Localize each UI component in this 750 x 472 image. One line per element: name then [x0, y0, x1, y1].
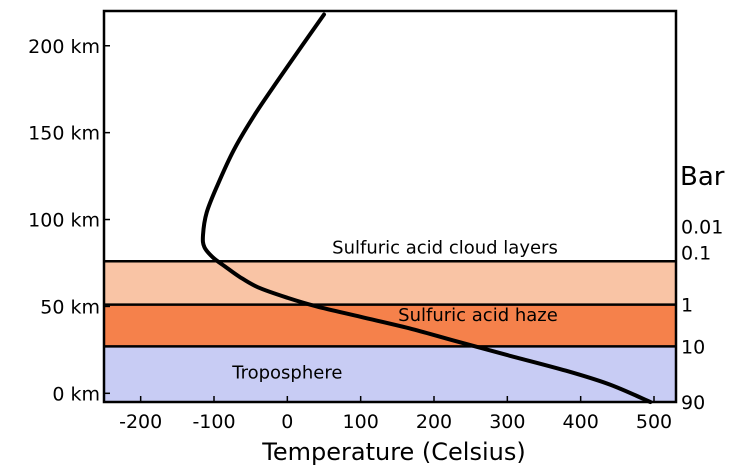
x-tick-label-3: 100	[343, 411, 379, 433]
y-tick-label-0: 0 km	[52, 383, 100, 405]
layer-bands	[104, 261, 676, 402]
x-tick-label-7: 500	[636, 411, 672, 433]
annotation-1: Sulfuric acid haze	[398, 305, 558, 326]
temperature-curve-0	[200, 12, 653, 404]
layer-band-0	[104, 346, 676, 402]
plot-frame	[102, 9, 678, 404]
pressure-tick-label-0: 0.01	[681, 216, 723, 238]
x-tick-label-0: -200	[119, 411, 162, 433]
layer-band-2	[104, 261, 676, 305]
annotation-0: Sulfuric acid cloud layers	[332, 237, 558, 258]
pressure-tick-label-3: 10	[681, 336, 705, 358]
y-axis-ticks: 0 km 50 km 100 km 150 km 200 km	[28, 36, 110, 405]
temperature-profile	[200, 12, 653, 404]
x-axis-ticks: -200 -100 0 100 200 300 400 500	[119, 396, 672, 433]
pressure-axis-ticks: 0.01 0.1 1 10 90	[681, 216, 723, 414]
y-tick-label-1: 50 km	[40, 296, 100, 318]
y-tick-label-4: 200 km	[28, 36, 100, 58]
x-tick-label-6: 400	[563, 411, 599, 433]
x-tick-label-2: 0	[281, 411, 293, 433]
y-tick-label-3: 150 km	[28, 123, 100, 145]
pressure-tick-label-4: 90	[681, 392, 705, 414]
x-axis-title: Temperature (Celsius)	[261, 438, 525, 466]
pressure-axis-title: Bar	[680, 162, 725, 192]
annotation-2: Troposphere	[231, 362, 342, 383]
annotations: Sulfuric acid cloud layers Sulfuric acid …	[231, 237, 558, 383]
x-tick-label-1: -100	[192, 411, 235, 433]
x-tick-label-4: 200	[416, 411, 452, 433]
pressure-tick-label-1: 0.1	[681, 243, 711, 265]
pressure-tick-label-2: 1	[681, 295, 693, 317]
y-tick-label-2: 100 km	[28, 210, 100, 232]
layer-boundaries	[104, 259, 676, 348]
x-tick-label-5: 300	[489, 411, 525, 433]
